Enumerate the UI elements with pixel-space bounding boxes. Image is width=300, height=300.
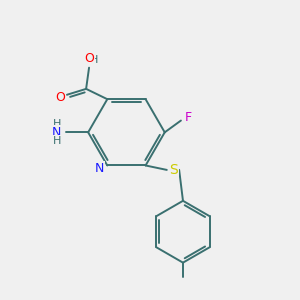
Text: N: N [94, 162, 104, 175]
Text: H: H [52, 136, 61, 146]
Text: N: N [52, 126, 61, 139]
Text: S: S [169, 163, 178, 177]
Text: H: H [90, 55, 98, 65]
Text: O: O [56, 91, 65, 104]
Text: F: F [185, 111, 192, 124]
Text: H: H [52, 119, 61, 129]
Text: O: O [84, 52, 94, 65]
